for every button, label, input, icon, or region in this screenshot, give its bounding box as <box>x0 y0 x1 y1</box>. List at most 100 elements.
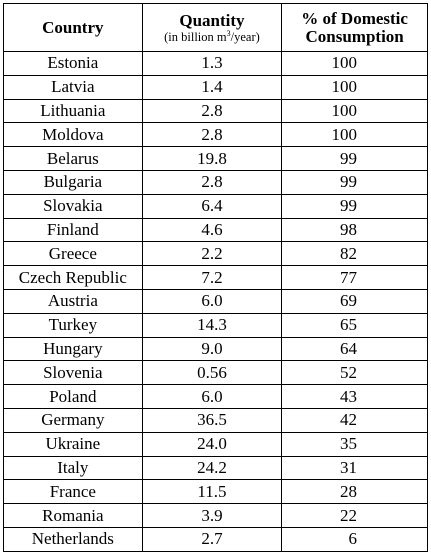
table-cell: Belarus <box>3 146 143 171</box>
table-cell: 3.9 <box>141 503 283 528</box>
unit-part: (in billion m <box>164 29 227 44</box>
table-row: Turkey 14.3 65 <box>3 312 428 338</box>
table-cell: 65 <box>281 312 428 338</box>
table-cell: 19.8 <box>141 146 283 171</box>
table-cell: Greece <box>3 241 143 267</box>
table-cell: Ukraine <box>3 431 143 457</box>
table-cell: 6.0 <box>141 384 283 409</box>
header-cell: Country <box>3 3 143 52</box>
table-row: Austria 6.0 69 <box>3 288 428 314</box>
unit-text: (in billion m3/year) <box>143 28 282 44</box>
table-cell: 99 <box>281 169 428 195</box>
table-cell: Lithuania <box>3 98 143 124</box>
table-cell: 28 <box>281 479 428 505</box>
table-cell: 24.2 <box>141 455 283 481</box>
table-row: Bulgaria 2.8 99 <box>3 169 428 195</box>
table-row: France 11.5 28 <box>3 479 428 505</box>
table-cell: Italy <box>3 455 143 481</box>
table-cell: 35 <box>281 431 428 457</box>
table-cell: 52 <box>281 360 428 386</box>
table-cell: 6.4 <box>141 193 283 219</box>
table-cell: Austria <box>3 288 143 314</box>
table-cell: 4.6 <box>141 217 283 243</box>
table-cell: 24.0 <box>141 431 283 457</box>
table-row: Poland 6.0 43 <box>3 384 428 409</box>
table-row: Romania 3.9 22 <box>3 503 428 528</box>
table-cell: 36.5 <box>141 407 283 433</box>
table-row: Slovenia 0.56 52 <box>3 360 428 386</box>
table-cell: 42 <box>281 407 428 433</box>
table-cell: 6.0 <box>141 288 283 314</box>
table-row: Lithuania 2.8 100 <box>3 98 428 124</box>
table-cell: Germany <box>3 407 143 433</box>
table-cell: Romania <box>3 503 143 528</box>
table-cell: Estonia <box>3 51 143 76</box>
unit-part: /year) <box>230 29 260 44</box>
header-text: Quantity <box>179 10 245 30</box>
table-cell: 99 <box>281 146 428 171</box>
header-row: Country Quantity (in billion m3/year) % … <box>3 3 428 52</box>
table-cell: 2.8 <box>141 98 283 124</box>
table-header: Country Quantity (in billion m3/year) % … <box>3 3 428 52</box>
table-cell: 100 <box>281 74 428 100</box>
header-text: Country <box>42 17 104 37</box>
table-cell: 77 <box>281 265 428 290</box>
table-cell: Slovenia <box>3 360 143 386</box>
table-cell: France <box>3 479 143 505</box>
table-cell: Moldova <box>3 122 143 148</box>
table-cell: 100 <box>281 98 428 124</box>
table-cell: Slovakia <box>3 193 143 219</box>
table-cell: 2.8 <box>141 169 283 195</box>
table-row: Latvia 1.4 100 <box>3 74 428 100</box>
table-row: Belarus 19.8 99 <box>3 146 428 171</box>
table-row: Netherlands 2.7 6 <box>3 526 428 552</box>
table-cell: 2.8 <box>141 122 283 148</box>
table-cell: 1.3 <box>141 51 283 76</box>
header-text: % of Domestic <box>301 8 408 28</box>
table-cell: 64 <box>281 336 428 362</box>
table-cell: 31 <box>281 455 428 481</box>
table-cell: 7.2 <box>141 265 283 290</box>
table-cell: 1.4 <box>141 74 283 100</box>
table-cell: Poland <box>3 384 143 409</box>
table-cell: 2.2 <box>141 241 283 267</box>
table-row: Italy 24.2 31 <box>3 455 428 481</box>
table-row: Slovakia 6.4 99 <box>3 193 428 219</box>
table-cell: 69 <box>281 288 428 314</box>
table-cell: 82 <box>281 241 428 267</box>
table-cell: Netherlands <box>3 526 143 552</box>
table-cell: 100 <box>281 51 428 76</box>
header-cell: % of Domestic Consumption <box>281 3 428 52</box>
table-cell: 9.0 <box>141 336 283 362</box>
table-cell: 0.56 <box>141 360 283 386</box>
table-row: Czech Republic 7.2 77 <box>3 265 428 290</box>
table-cell: 2.7 <box>141 526 283 552</box>
table-cell: 100 <box>281 122 428 148</box>
table-cell: 98 <box>281 217 428 243</box>
table-row: Estonia 1.3 100 <box>3 51 428 76</box>
table-row: Ukraine 24.0 35 <box>3 431 428 457</box>
data-table: Country Quantity (in billion m3/year) % … <box>3 3 428 552</box>
table-cell: Czech Republic <box>3 265 143 290</box>
table-row: Hungary 9.0 64 <box>3 336 428 362</box>
table-cell: 14.3 <box>141 312 283 338</box>
table-row: Germany 36.5 42 <box>3 407 428 433</box>
table-cell: 22 <box>281 503 428 528</box>
table-cell: 99 <box>281 193 428 219</box>
header-cell: Quantity (in billion m3/year) <box>141 3 283 52</box>
table-row: Greece 2.2 82 <box>3 241 428 267</box>
table-cell: Turkey <box>3 312 143 338</box>
table-cell: Latvia <box>3 74 143 100</box>
table-body: Estonia 1.3 100 Latvia 1.4 100 Lithuania 2.8 100… <box>3 51 428 552</box>
table-cell: Finland <box>3 217 143 243</box>
table-row: Moldova 2.8 100 <box>3 122 428 148</box>
header-text: Consumption <box>305 26 404 46</box>
table-cell: 11.5 <box>141 479 283 505</box>
table-cell: 6 <box>281 526 428 552</box>
table-row: Finland 4.6 98 <box>3 217 428 243</box>
unit-superscript: 3 <box>226 28 231 38</box>
table-cell: 43 <box>281 384 428 409</box>
table-cell: Hungary <box>3 336 143 362</box>
table-cell: Bulgaria <box>3 169 143 195</box>
